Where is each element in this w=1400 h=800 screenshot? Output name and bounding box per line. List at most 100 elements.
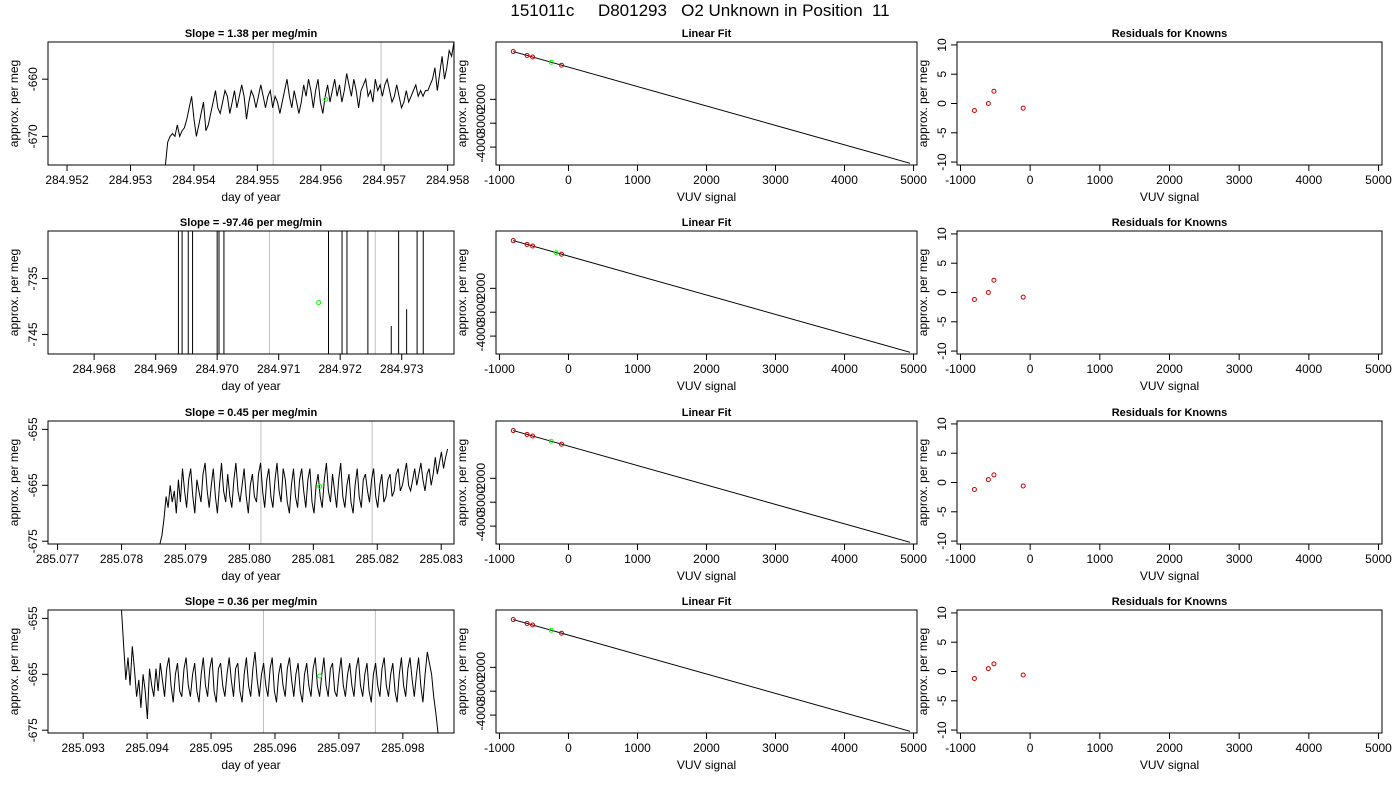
panel-residuals-1: Residuals for Knowns -1000 0 1000 2000 3000 40… bbox=[916, 28, 1392, 204]
y-tick-label: 0 bbox=[935, 479, 949, 486]
x-tick-label: 4000 bbox=[1295, 362, 1322, 376]
x-tick-label: 4000 bbox=[1295, 741, 1322, 755]
known-point bbox=[971, 487, 977, 493]
known-point bbox=[985, 101, 991, 106]
x-tick-label: 5000 bbox=[900, 552, 927, 566]
known-point bbox=[559, 62, 565, 68]
unknown-point bbox=[317, 673, 323, 679]
x-tick-label: 4000 bbox=[831, 362, 858, 376]
panel-title: Residuals for Knowns bbox=[1112, 217, 1228, 229]
panel-timeseries-4: Slope = 0.36 per meg/min 285.093 285.094 28… bbox=[7, 596, 455, 772]
known-point bbox=[971, 297, 977, 303]
y-axis-label: approx. per meg bbox=[916, 628, 930, 715]
x-tick-label: 5000 bbox=[1365, 741, 1392, 755]
x-tick-label: 285.080 bbox=[228, 552, 272, 566]
plot-area bbox=[510, 238, 911, 353]
x-tick-label: 0 bbox=[1027, 173, 1034, 187]
plot-area bbox=[971, 661, 1026, 682]
panel-title: Linear Fit bbox=[682, 407, 732, 419]
x-tick-label: 285.095 bbox=[189, 741, 233, 755]
x-axis-label: VUV signal bbox=[1140, 758, 1199, 772]
x-axis-label: VUV signal bbox=[677, 379, 736, 393]
y-tick-label: -3000 bbox=[474, 108, 488, 139]
panel-title: Slope = 0.36 per meg/min bbox=[185, 596, 318, 608]
y-axis-label: approx. per meg bbox=[7, 439, 21, 526]
x-tick-label: 1000 bbox=[1086, 741, 1113, 755]
y-tick-label: -2000 bbox=[474, 273, 488, 304]
x-tick-label: -1000 bbox=[945, 362, 976, 376]
y-tick-label: 5 bbox=[935, 450, 949, 457]
unknown-point bbox=[553, 250, 559, 256]
x-tick-label: 285.077 bbox=[36, 552, 80, 566]
x-tick-label: 284.969 bbox=[134, 362, 178, 376]
x-tick-label: 0 bbox=[565, 552, 572, 566]
x-tick-label: 285.083 bbox=[420, 552, 464, 566]
x-tick-label: 3000 bbox=[1226, 552, 1253, 566]
y-tick-label: 0 bbox=[935, 100, 949, 107]
x-tick-label: 284.971 bbox=[257, 362, 301, 376]
known-point bbox=[510, 238, 516, 244]
known-point bbox=[530, 433, 536, 439]
x-tick-label: 2000 bbox=[693, 552, 720, 566]
fit-line bbox=[513, 240, 911, 353]
panel-title: Slope = 0.45 per meg/min bbox=[185, 407, 318, 419]
known-point bbox=[559, 251, 565, 257]
y-tick-label: 10 bbox=[935, 227, 949, 241]
y-tick-label: -3000 bbox=[474, 676, 488, 707]
known-point bbox=[524, 431, 530, 437]
x-axis-label: day of year bbox=[221, 379, 280, 393]
x-tick-label: 4000 bbox=[831, 741, 858, 755]
x-axis-label: day of year bbox=[221, 190, 280, 204]
y-tick-label: -735 bbox=[26, 266, 40, 290]
known-point bbox=[524, 241, 530, 247]
x-tick-label: 2000 bbox=[1156, 741, 1183, 755]
y-tick-label: 5 bbox=[935, 260, 949, 267]
known-point bbox=[991, 88, 997, 94]
y-tick-label: -745 bbox=[26, 322, 40, 346]
plot-frame bbox=[956, 230, 1383, 355]
known-point bbox=[1020, 294, 1026, 300]
known-point bbox=[524, 620, 530, 626]
x-tick-label: 5000 bbox=[1365, 552, 1392, 566]
y-tick-label: 0 bbox=[935, 668, 949, 675]
panel-title: Residuals for Knowns bbox=[1112, 28, 1228, 40]
y-tick-label: -3000 bbox=[474, 487, 488, 518]
unknown-point bbox=[548, 59, 554, 65]
y-tick-label: 5 bbox=[935, 639, 949, 646]
known-point bbox=[991, 277, 997, 283]
x-tick-label: 284.956 bbox=[299, 173, 343, 187]
plot-area bbox=[971, 472, 1026, 493]
known-point bbox=[559, 630, 565, 636]
y-axis-label: approx. per meg bbox=[916, 60, 930, 147]
panel-title: Slope = 1.38 per meg/min bbox=[185, 28, 318, 40]
x-tick-label: 284.955 bbox=[236, 173, 280, 187]
unknown-point bbox=[548, 438, 554, 444]
x-tick-label: 0 bbox=[1027, 552, 1034, 566]
x-tick-label: 0 bbox=[1027, 362, 1034, 376]
x-tick-label: 3000 bbox=[762, 741, 789, 755]
y-axis-label: approx. per meg bbox=[916, 439, 930, 526]
x-tick-label: 285.093 bbox=[61, 741, 105, 755]
x-tick-label: -1000 bbox=[484, 552, 515, 566]
y-axis-label: approx. per meg bbox=[7, 60, 21, 147]
y-tick-label: -665 bbox=[26, 473, 40, 497]
y-tick-label: -675 bbox=[26, 529, 40, 553]
page-title: 151011c D801293 O2 Unknown in Position 1… bbox=[510, 1, 890, 20]
panel-residuals-3: Residuals for Knowns -1000 0 1000 2000 3000 40… bbox=[916, 407, 1392, 583]
x-tick-label: 2000 bbox=[693, 362, 720, 376]
panel-residuals-2: Residuals for Knowns -1000 0 1000 2000 3000 40… bbox=[916, 217, 1392, 393]
y-tick-label: 10 bbox=[935, 38, 949, 52]
panel-title: Linear Fit bbox=[682, 596, 732, 608]
fit-line bbox=[513, 51, 911, 164]
x-tick-label: 0 bbox=[565, 173, 572, 187]
y-tick-label: -660 bbox=[26, 67, 40, 91]
plot-area bbox=[510, 49, 911, 164]
panel-title: Linear Fit bbox=[682, 217, 732, 229]
known-point bbox=[991, 661, 997, 667]
plot-frame bbox=[956, 41, 1383, 166]
data-line bbox=[159, 448, 449, 544]
plot-area bbox=[164, 42, 454, 165]
x-tick-label: 1000 bbox=[1086, 362, 1113, 376]
x-tick-label: 1000 bbox=[624, 173, 651, 187]
